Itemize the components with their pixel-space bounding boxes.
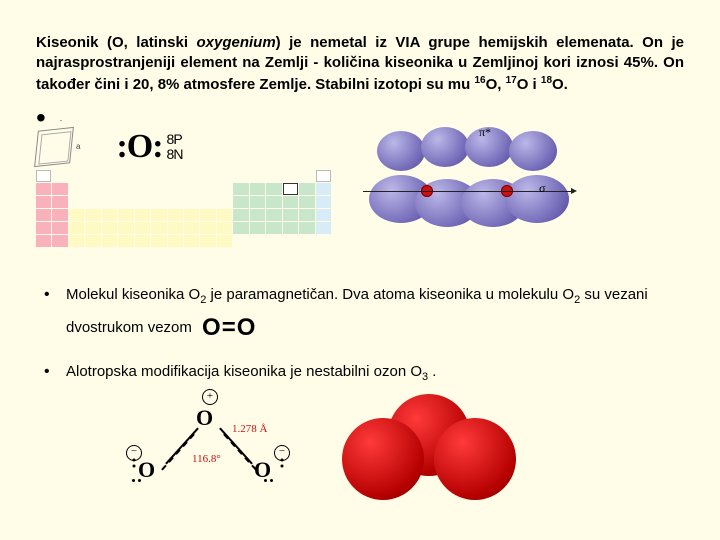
- intro-italic: oxygenium: [196, 34, 275, 51]
- cube-icon: [34, 127, 74, 167]
- periodic-grid: [36, 170, 331, 247]
- bond-right-dash: [223, 433, 257, 470]
- oxygen-cell: [283, 183, 298, 195]
- red-sphere-right: [434, 418, 516, 500]
- orbital-diagram: π* σ: [369, 127, 559, 247]
- periodic-table-figure: a :O: 8P 8N: [36, 128, 331, 246]
- red-sphere-left: [342, 418, 424, 500]
- intro-paragraph: Kiseonik (O, latinski oxygenium) je neme…: [36, 33, 684, 95]
- intro-lead: Kiseonik (O, latinski: [36, 34, 196, 51]
- iso-18: 18: [541, 75, 552, 86]
- pi-star-label: π*: [479, 125, 491, 140]
- lone-bullet: •.: [36, 111, 684, 125]
- proton-count: 8P: [167, 132, 183, 147]
- iso-16: 16: [474, 75, 485, 86]
- charge-plus: +: [202, 389, 218, 405]
- unit-cell-cube: a: [36, 129, 80, 165]
- lewis-o: :O: 8P 8N: [116, 128, 182, 166]
- axis-label-a: a: [76, 142, 80, 151]
- ozone-o-top: O: [196, 405, 213, 431]
- bullet-ozone: Alotropska modifikacija kiseonika je nes…: [40, 360, 684, 386]
- iso-17: 17: [506, 75, 517, 86]
- figure-row-top: a :O: 8P 8N: [36, 127, 684, 247]
- sigma-label: σ: [539, 181, 545, 196]
- double-bond-formula: O=O: [202, 314, 256, 341]
- neutron-count: 8N: [167, 147, 183, 162]
- ozone-figure-row: + O O O − − 1.278 Å 116.8°: [126, 400, 684, 495]
- ozone-space-filling: [336, 400, 521, 495]
- ozone-lewis-structure: + O O O − − 1.278 Å 116.8°: [126, 405, 286, 491]
- bullet-paramagnetic: Molekul kiseonika O2 je paramagnetičan. …: [40, 283, 684, 346]
- bond-left-dash: [161, 433, 195, 470]
- bond-angle: 116.8°: [192, 453, 221, 465]
- bond-length: 1.278 Å: [232, 423, 267, 435]
- bullet-list: Molekul kiseonika O2 je paramagnetičan. …: [36, 283, 684, 386]
